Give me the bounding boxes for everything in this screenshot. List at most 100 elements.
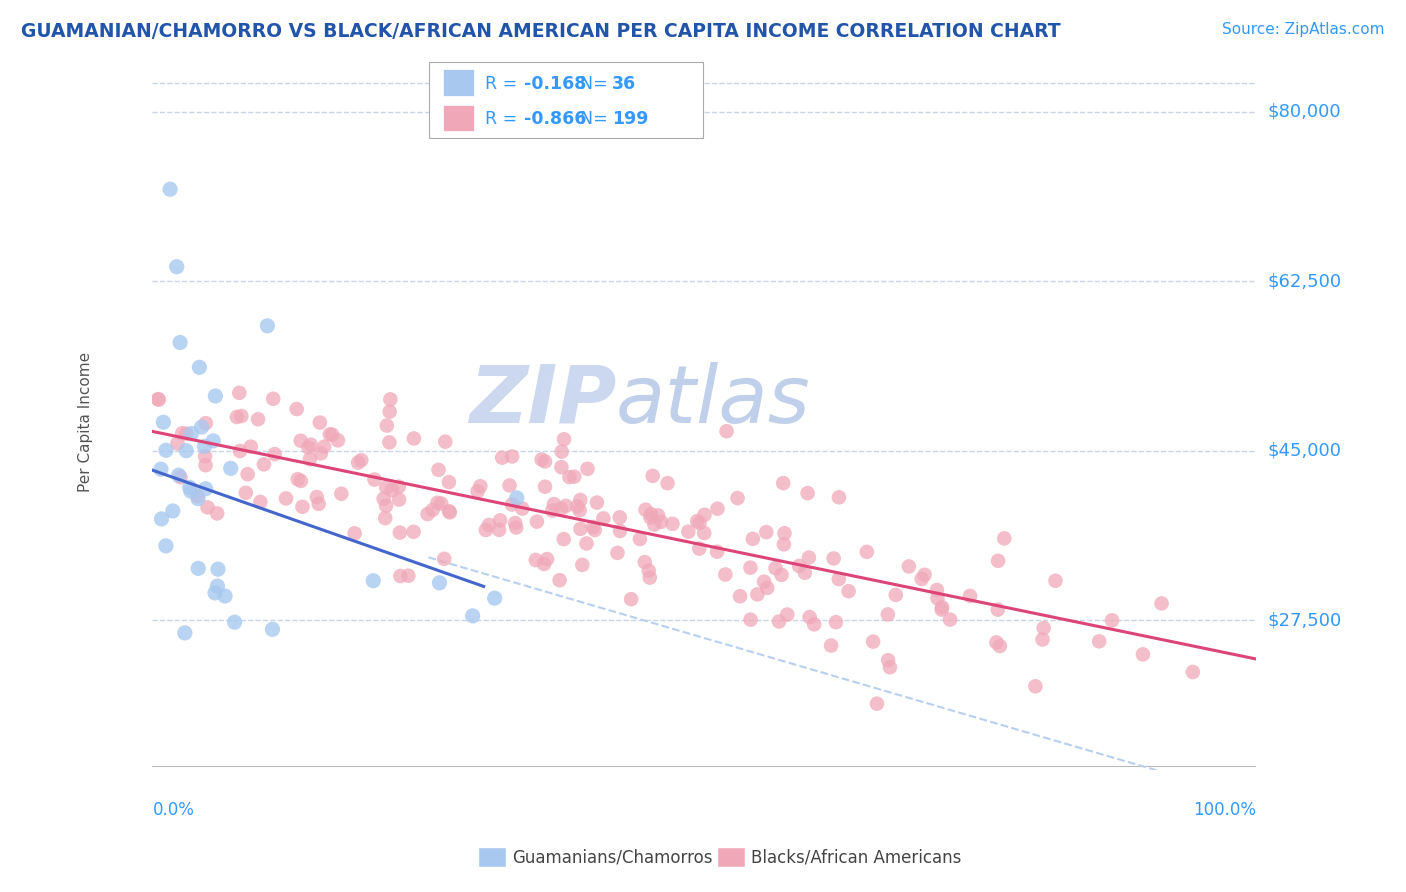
Text: Source: ZipAtlas.com: Source: ZipAtlas.com <box>1222 22 1385 37</box>
Text: R =: R = <box>485 75 523 93</box>
Point <box>793 566 815 580</box>
Point <box>299 438 322 452</box>
Point <box>314 440 336 454</box>
Point <box>647 508 669 523</box>
Text: GUAMANIAN/CHAMORRO VS BLACK/AFRICAN AMERICAN PER CAPITA INCOME CORRELATION CHART: GUAMANIAN/CHAMORRO VS BLACK/AFRICAN AMER… <box>21 22 1060 41</box>
Point <box>236 467 259 482</box>
Point <box>856 545 879 559</box>
Point <box>657 476 679 491</box>
Point <box>204 586 226 600</box>
Point <box>253 458 276 472</box>
Point <box>897 559 920 574</box>
Point <box>169 470 191 484</box>
Point <box>429 575 451 590</box>
Point <box>172 426 194 441</box>
Point <box>986 635 1008 649</box>
Point <box>194 482 217 496</box>
Point <box>914 567 936 582</box>
Point <box>637 564 659 578</box>
Point <box>173 625 195 640</box>
Point <box>402 524 425 539</box>
Point <box>634 502 657 516</box>
Point <box>620 592 643 607</box>
Point <box>927 591 949 606</box>
Point <box>274 491 297 506</box>
Point <box>505 520 527 534</box>
Point <box>1045 574 1067 588</box>
Point <box>422 503 444 517</box>
Point <box>388 525 411 540</box>
Point <box>569 493 592 508</box>
Point <box>825 615 848 629</box>
Point <box>187 491 209 506</box>
Point <box>162 504 184 518</box>
Point <box>229 444 252 458</box>
Point <box>437 475 460 490</box>
Point <box>569 522 592 536</box>
Point <box>437 504 460 518</box>
Point <box>640 510 662 524</box>
Point <box>416 507 439 521</box>
Point <box>378 435 401 450</box>
Point <box>297 441 319 455</box>
Point <box>194 449 217 463</box>
Point <box>506 491 529 505</box>
Text: 36: 36 <box>612 75 636 93</box>
Point <box>256 318 278 333</box>
Point <box>628 532 651 546</box>
Text: -0.168: -0.168 <box>524 75 586 93</box>
Point <box>643 517 665 532</box>
Point <box>204 389 226 403</box>
Point <box>489 513 512 527</box>
Point <box>550 460 572 475</box>
Point <box>993 532 1015 546</box>
Point <box>640 507 662 521</box>
Point <box>562 469 585 483</box>
Point <box>498 478 520 492</box>
Point <box>797 550 820 565</box>
Text: $80,000: $80,000 <box>1268 103 1341 120</box>
Text: N=: N= <box>569 111 613 128</box>
Point <box>586 495 609 509</box>
Point <box>641 468 664 483</box>
Point <box>290 474 312 488</box>
Point <box>388 492 411 507</box>
Point <box>756 581 779 595</box>
Point <box>169 335 191 350</box>
Point <box>571 558 593 572</box>
Point <box>773 537 796 551</box>
Point <box>534 454 557 468</box>
Point <box>828 572 851 586</box>
Point <box>510 501 533 516</box>
Point <box>773 526 796 541</box>
Point <box>693 526 716 541</box>
Point <box>262 392 284 406</box>
Point <box>558 470 581 484</box>
Point <box>866 697 889 711</box>
Point <box>148 392 170 407</box>
Point <box>1032 621 1054 635</box>
Point <box>214 589 236 603</box>
Point <box>249 495 271 509</box>
Point <box>776 607 799 622</box>
Point <box>290 434 312 448</box>
Point <box>375 480 398 494</box>
Point <box>959 589 981 603</box>
Point <box>287 472 309 486</box>
Point <box>326 434 349 448</box>
Point <box>434 434 457 449</box>
Point <box>1024 679 1046 693</box>
Point <box>155 443 177 458</box>
Point <box>484 591 506 606</box>
Point <box>309 416 332 430</box>
Point <box>388 480 411 494</box>
Point <box>427 463 450 477</box>
Point <box>166 260 188 274</box>
Point <box>363 473 385 487</box>
Text: -0.866: -0.866 <box>524 111 586 128</box>
Point <box>1032 632 1054 647</box>
Text: Guamanians/Chamorros: Guamanians/Chamorros <box>512 848 713 866</box>
Point <box>190 420 212 434</box>
Point <box>235 485 257 500</box>
Point <box>179 480 201 494</box>
